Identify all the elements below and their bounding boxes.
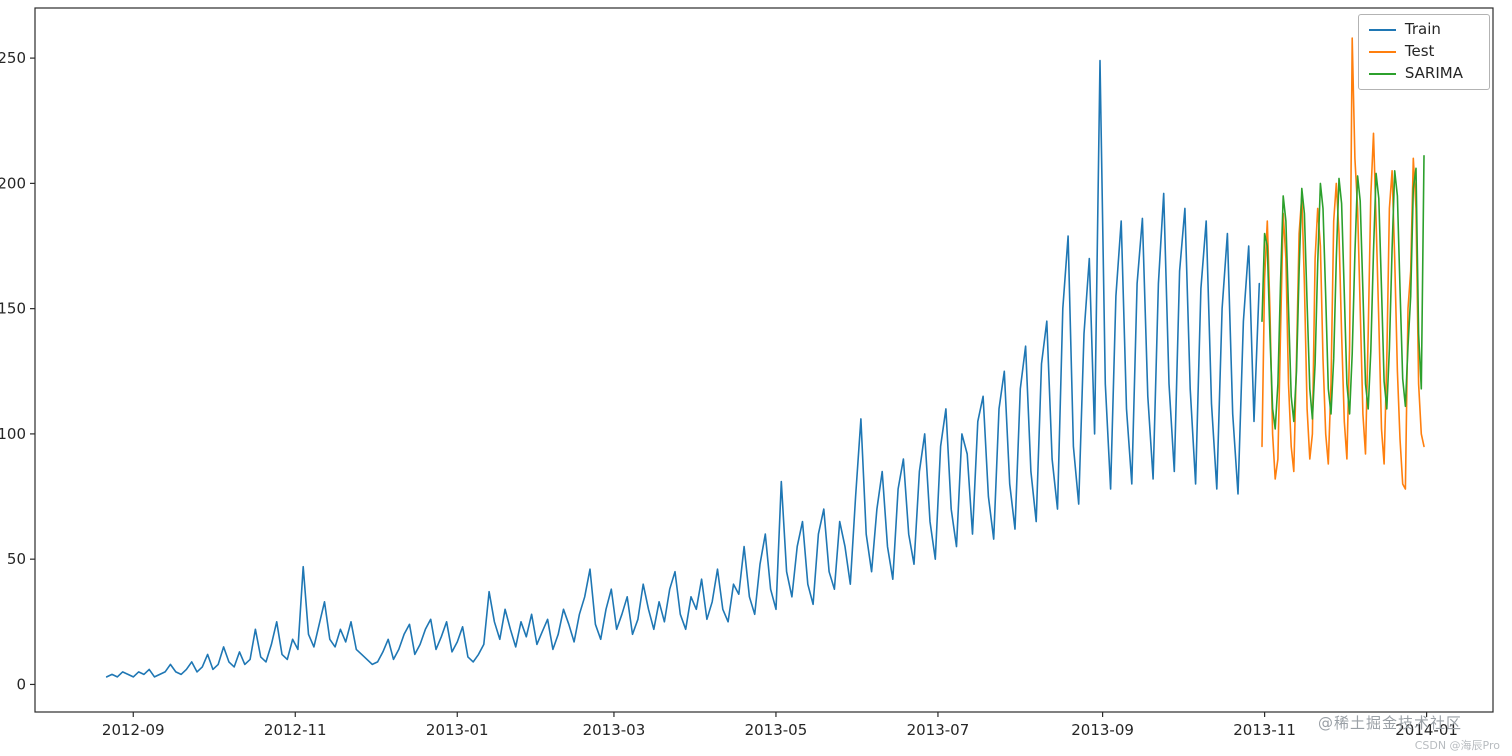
legend-label-train: Train [1404,20,1441,38]
test-line-swatch [1368,50,1396,53]
x-tick-label: 2013-07 [907,721,970,739]
train-line-swatch [1368,28,1396,31]
legend: Train Test SARIMA [1357,14,1490,90]
test-line [1261,37,1425,490]
legend-label-sarima: SARIMA [1404,64,1463,82]
x-tick-label: 2013-11 [1233,721,1296,739]
watermark-csdn: CSDN @海辰Pro [1414,739,1500,752]
y-tick-label: 50 [7,550,26,568]
x-tick-label: 2013-05 [745,721,808,739]
x-tick-label: 2013-01 [426,721,489,739]
legend-item-sarima: SARIMA [1368,64,1477,82]
x-tick-label: 2014-01 [1395,721,1458,739]
legend-label-test: Test [1404,42,1435,60]
sarima-line-swatch [1368,72,1396,75]
y-tick-label: 250 [0,49,26,67]
x-tick-label: 2013-09 [1071,721,1134,739]
y-tick-label: 100 [0,425,26,443]
y-tick-label: 200 [0,174,26,192]
legend-item-train: Train [1368,20,1477,38]
y-tick-label: 0 [16,675,26,693]
legend-item-test: Test [1368,42,1477,60]
plot-frame [34,7,1494,713]
watermark-juejin: @稀土掘金技术社区 [1317,714,1462,732]
sarima-line [1261,155,1425,430]
train-line [105,59,1261,678]
y-tick-label: 150 [0,300,26,318]
x-tick-label: 2012-11 [264,721,327,739]
x-tick-label: 2012-09 [102,721,165,739]
x-tick-label: 2013-03 [583,721,646,739]
